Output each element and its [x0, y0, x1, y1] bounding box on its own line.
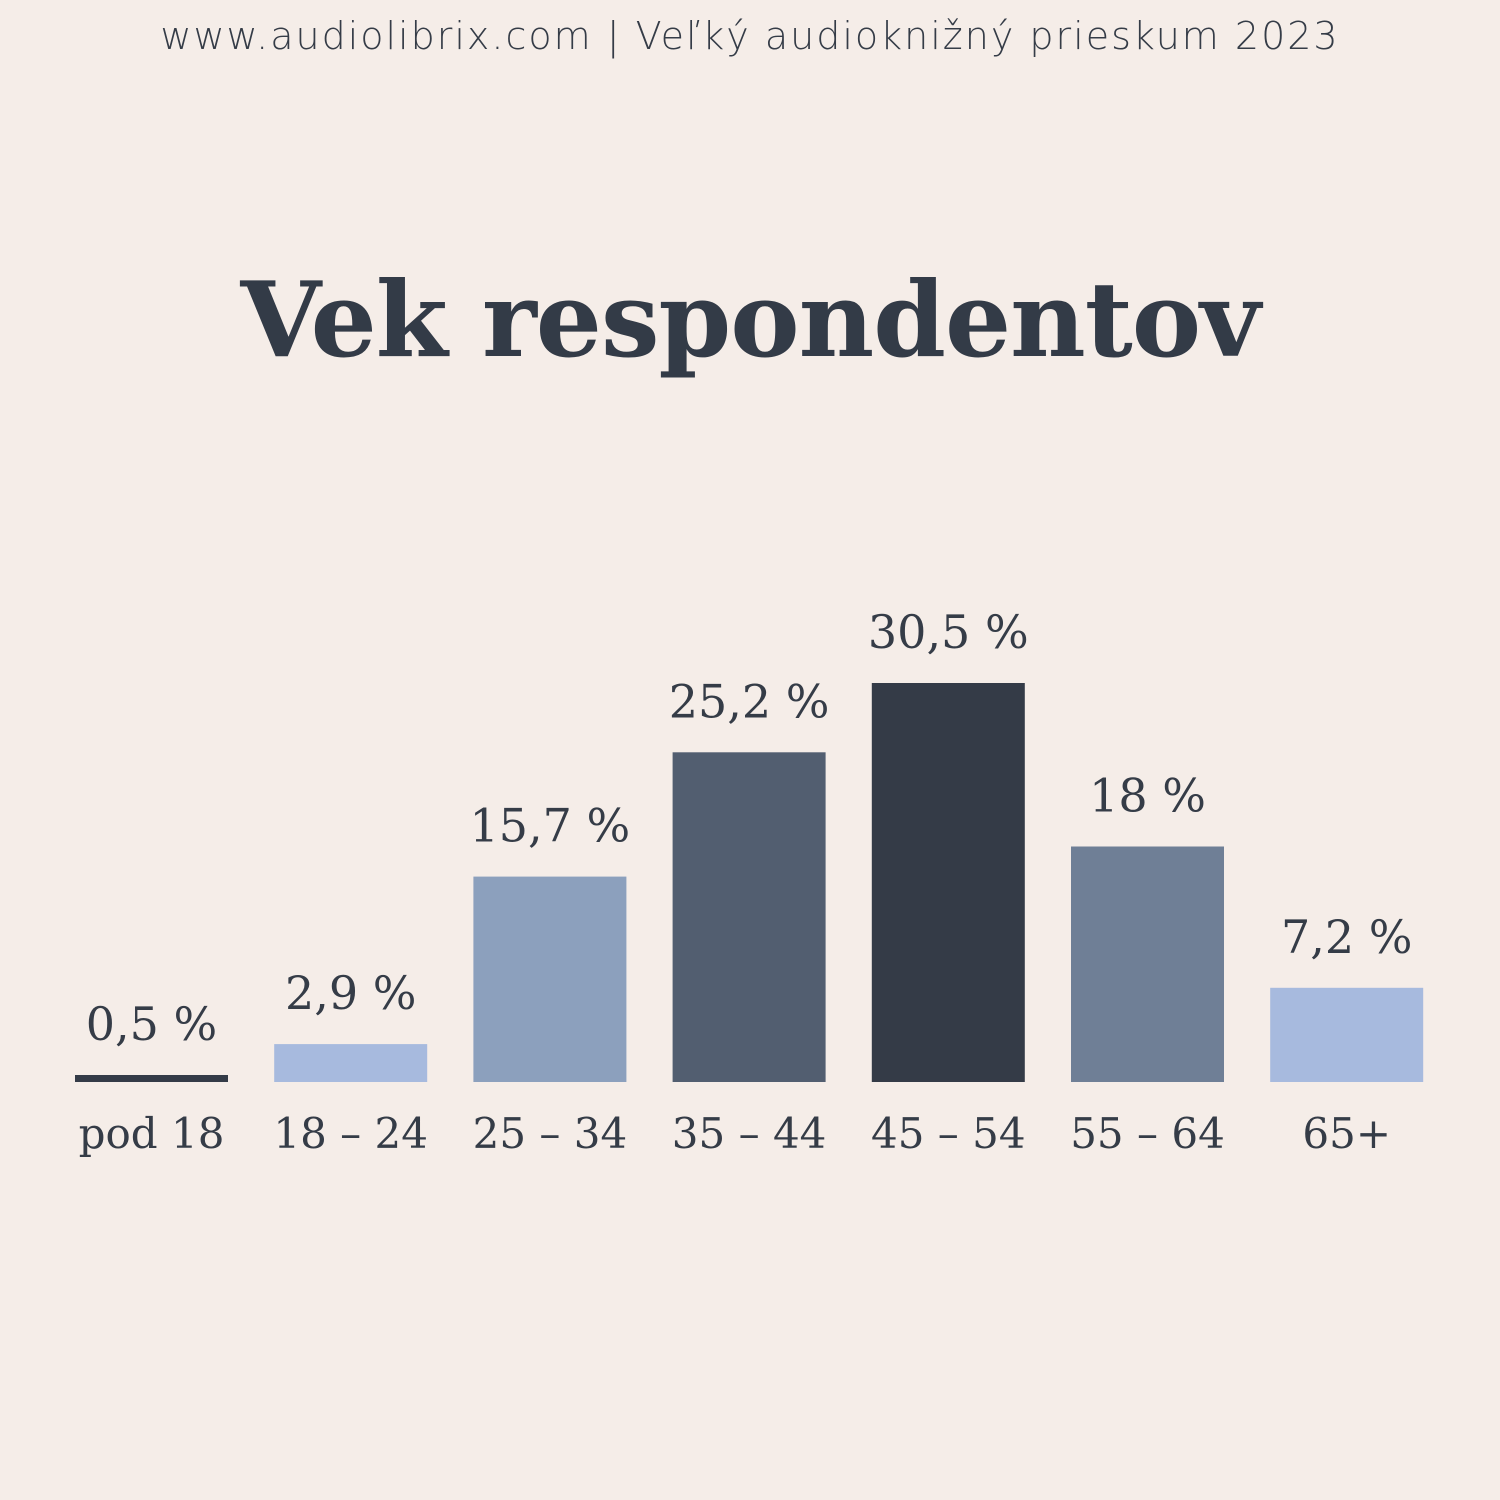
bar-5 — [1071, 846, 1224, 1082]
category-label-0: pod 18 — [79, 1109, 225, 1158]
value-label-1: 2,9 % — [285, 966, 417, 1020]
value-label-3: 25,2 % — [669, 674, 830, 728]
category-label-6: 65+ — [1302, 1109, 1391, 1158]
value-label-0: 0,5 % — [86, 997, 218, 1051]
bar-6 — [1270, 987, 1424, 1082]
survey-header: www.audiolibrix.com | Veľký audioknižný … — [160, 14, 1340, 58]
category-label-5: 55 – 64 — [1070, 1109, 1225, 1158]
bar-4 — [871, 683, 1025, 1082]
value-label-5: 18 % — [1089, 769, 1206, 823]
bar-3 — [672, 752, 826, 1082]
category-label-4: 45 – 54 — [871, 1109, 1026, 1158]
bar-1 — [274, 1044, 428, 1082]
bar-0 — [75, 1075, 228, 1082]
bar-2 — [473, 876, 627, 1082]
chart-title: Vek respondentov — [240, 258, 1260, 381]
value-label-6: 7,2 % — [1281, 910, 1413, 964]
category-label-2: 25 – 34 — [473, 1109, 628, 1158]
value-label-2: 15,7 % — [470, 799, 631, 853]
category-label-3: 35 – 44 — [672, 1109, 827, 1158]
value-label-4: 30,5 % — [868, 605, 1029, 659]
category-label-1: 18 – 24 — [273, 1109, 428, 1158]
